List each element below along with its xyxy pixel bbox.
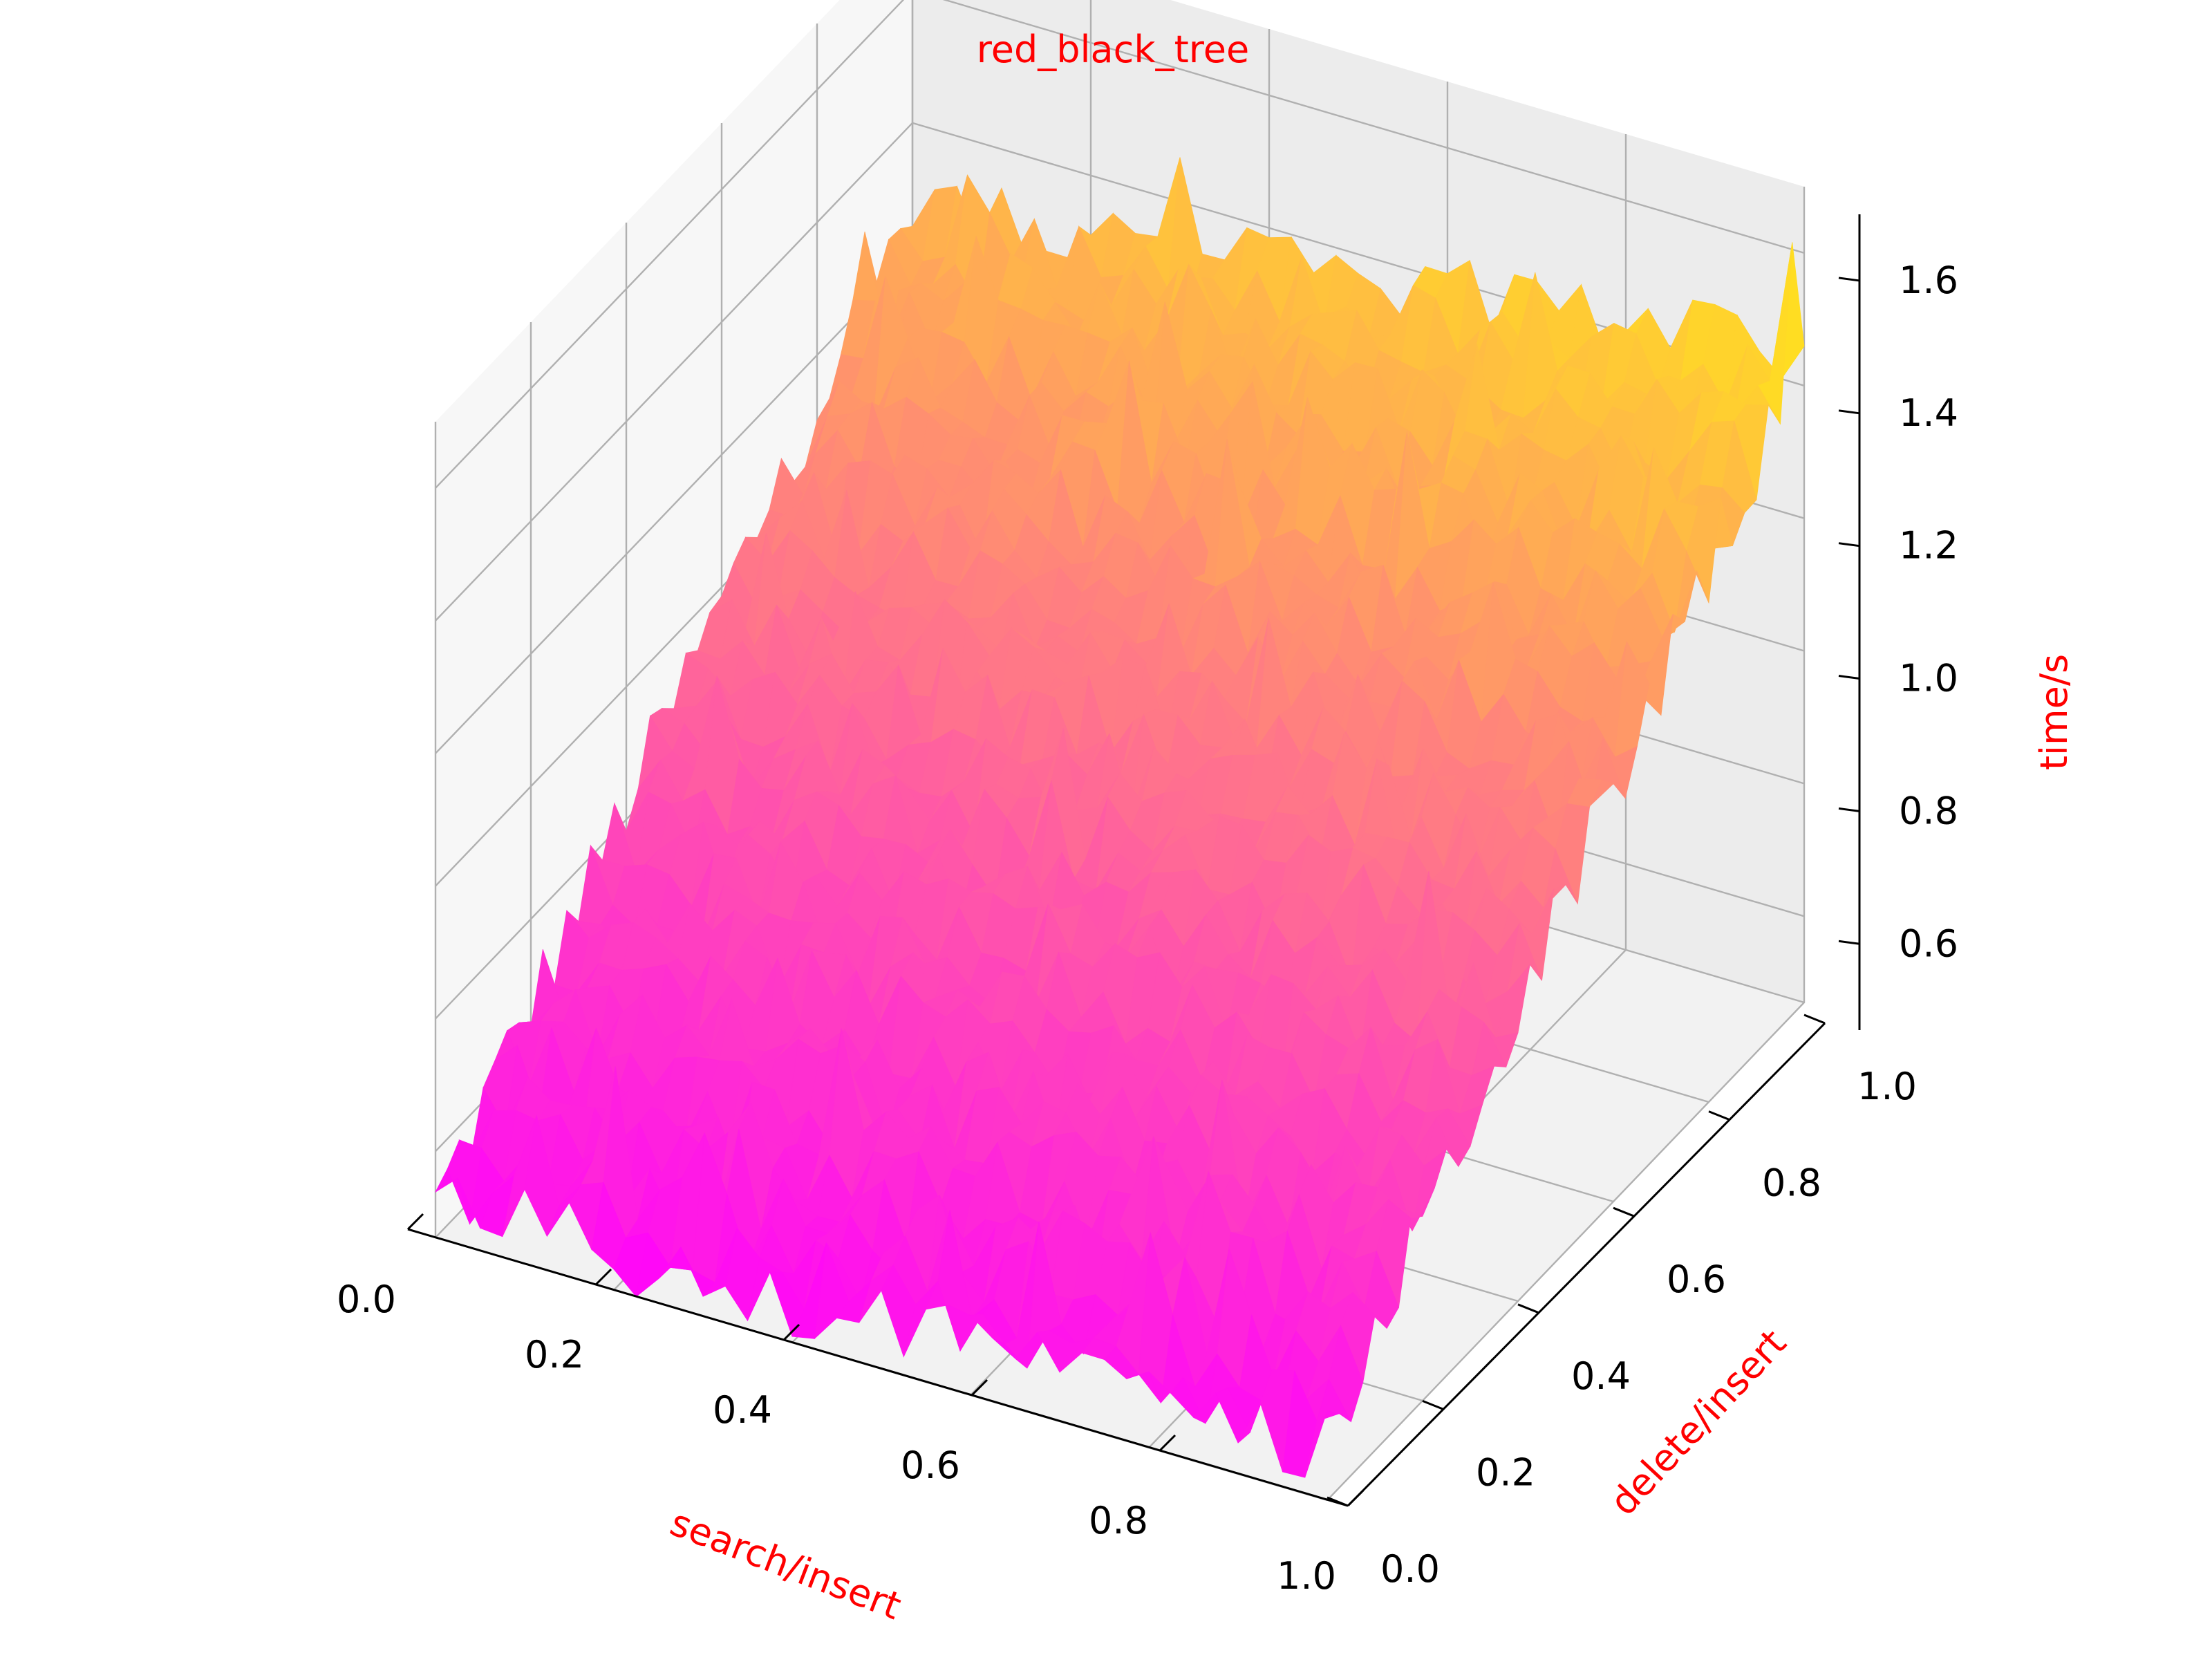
x-tick-3 <box>971 1379 988 1397</box>
x-tick-label-0: 0.0 <box>337 1278 396 1321</box>
z-tick-label-0: 0.6 <box>1899 922 1958 965</box>
x-axis-line <box>407 1228 1349 1507</box>
axis-lines <box>407 214 1861 1507</box>
surface-mesh <box>434 157 1805 1478</box>
x-tick-label-2: 0.4 <box>713 1388 772 1432</box>
y-tick-label-3: 0.6 <box>1667 1258 1726 1301</box>
x-tick-label-1: 0.2 <box>525 1333 584 1376</box>
x-tick-1 <box>594 1268 612 1286</box>
tick-marks <box>406 277 1860 1507</box>
x-tick-4 <box>1159 1434 1177 1452</box>
y-tick-4 <box>1708 1110 1730 1121</box>
z-tick-5 <box>1838 277 1860 282</box>
y-tick-1 <box>1422 1400 1444 1410</box>
chart-title: red_black_tree <box>977 28 1249 71</box>
x-tick-2 <box>782 1323 800 1341</box>
gridline-z-5 <box>435 0 1805 489</box>
z-tick-label-2: 1.0 <box>1899 657 1958 700</box>
z-tick-label-3: 1.2 <box>1899 524 1958 568</box>
x-tick-label-5: 1.0 <box>1277 1554 1336 1598</box>
y-tick-label-0: 0.0 <box>1380 1547 1440 1591</box>
y-tick-3 <box>1613 1206 1635 1217</box>
z-tick-0 <box>1838 940 1860 945</box>
x-axis-label: search/insert <box>664 1500 907 1628</box>
y-tick-label-2: 0.4 <box>1571 1354 1631 1398</box>
z-tick-label-5: 1.6 <box>1899 259 1958 302</box>
tick-labels: 0.0 0.2 0.4 0.6 0.8 1.0 0.0 0.2 0.4 0.6 0.8 1.0 0.6 0… <box>337 259 1958 1598</box>
z-tick-label-1: 0.8 <box>1899 789 1958 832</box>
y-tick-0 <box>1327 1496 1349 1507</box>
z-axis-label: time/s <box>2032 654 2076 770</box>
y-tick-label-4: 0.8 <box>1762 1161 1821 1205</box>
y-tick-label-1: 0.2 <box>1476 1450 1535 1494</box>
side-pane <box>435 0 912 1238</box>
x-tick-label-3: 0.6 <box>901 1444 960 1487</box>
z-tick-2 <box>1838 675 1860 680</box>
z-tick-1 <box>1838 807 1860 812</box>
surface-face <box>1304 1410 1340 1478</box>
z-tick-4 <box>1838 409 1860 415</box>
y-axis-label: delete/insert <box>1602 1321 1795 1524</box>
z-tick-3 <box>1838 542 1860 548</box>
z-tick-label-4: 1.4 <box>1899 391 1958 435</box>
x-tick-label-4: 0.8 <box>1089 1499 1148 1542</box>
y-axis-line <box>1347 1022 1826 1507</box>
y-tick-label-5: 1.0 <box>1857 1065 1917 1108</box>
x-tick-0 <box>406 1213 424 1231</box>
x-tick-5 <box>1347 1489 1365 1507</box>
y-tick-2 <box>1517 1303 1539 1314</box>
y-tick-5 <box>1803 1014 1826 1025</box>
